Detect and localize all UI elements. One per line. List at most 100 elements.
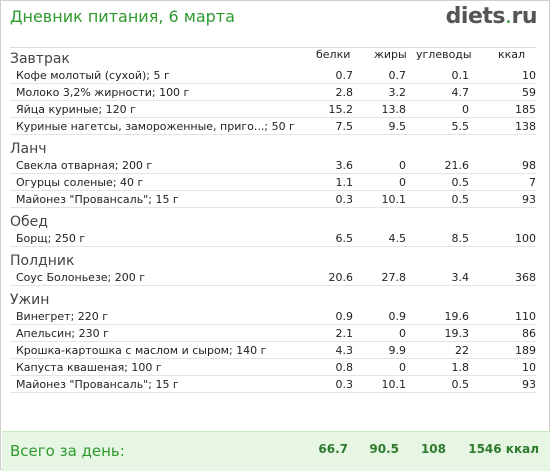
food-protein: 0.3 [303,375,353,393]
food-carbs: 3.4 [406,269,469,286]
diary-table: Завтрак Кофе молотый (сухой); 5 г 0.7 0.7 0.… [10,47,536,393]
food-carbs: 22 [406,341,469,359]
food-kcal: 10 [469,67,536,84]
food-name: Свекла отварная; 200 г [10,157,303,174]
total-label: Всего за день: [10,442,125,460]
meal-name: Обед [10,214,48,230]
food-carbs: 0.5 [406,375,469,393]
food-protein: 0.7 [303,67,353,84]
food-row[interactable]: Молоко 3,2% жирности; 100 г 2.8 3.2 4.7 59 [10,83,536,101]
food-carbs: 8.5 [406,230,469,247]
logo-name: diets [445,4,506,29]
food-protein: 0.9 [303,308,353,325]
meal-name: Завтрак [10,47,536,67]
food-carbs: 0.1 [406,67,469,84]
food-protein: 3.6 [303,157,353,174]
food-name: Соус Болоньезе; 200 г [10,269,303,286]
food-fat: 10.1 [353,375,406,393]
food-name: Огурцы соленые; 40 г [10,173,303,191]
food-name: Молоко 3,2% жирности; 100 г [10,83,303,101]
food-kcal: 10 [469,358,536,376]
food-fat: 0.7 [353,67,406,84]
food-fat: 9.9 [353,341,406,359]
food-fat: 4.5 [353,230,406,247]
meal-name: Ужин [10,292,50,308]
food-fat: 0 [353,157,406,174]
food-row[interactable]: Куриные нагетсы, замороженные, приго...;… [10,117,536,135]
food-protein: 2.8 [303,83,353,101]
food-fat: 3.2 [353,83,406,101]
food-kcal: 93 [469,375,536,393]
food-kcal: 7 [469,173,536,191]
food-kcal: 368 [469,269,536,286]
food-fat: 10.1 [353,190,406,208]
food-name: Винегрет; 220 г [10,308,303,325]
total-carbs: 108 [420,442,446,456]
meal-section-header: Полдник [10,250,536,269]
total-kcal: 1546 ккал [468,442,539,456]
food-protein: 4.3 [303,341,353,359]
food-carbs: 0.5 [406,190,469,208]
food-carbs: 0 [406,100,469,118]
food-fat: 0 [353,324,406,342]
food-fat: 9.5 [353,117,406,135]
food-row[interactable]: Соус Болоньезе; 200 г 20.6 27.8 3.4 368 [10,269,536,286]
food-kcal: 189 [469,341,536,359]
total-protein: 66.7 [318,442,348,456]
meal-section-header: Обед [10,211,536,230]
food-kcal: 185 [469,100,536,118]
food-row[interactable]: Майонез "Провансаль"; 15 г 0.3 10.1 0.5 93 [10,190,536,208]
page-title: Дневник питания, 6 марта [10,7,235,26]
food-carbs: 4.7 [406,83,469,101]
food-row[interactable]: Апельсин; 230 г 2.1 0 19.3 86 [10,324,536,342]
food-fat: 13.8 [353,100,406,118]
food-kcal: 138 [469,117,536,135]
food-kcal: 98 [469,157,536,174]
food-carbs: 0.5 [406,173,469,191]
food-row[interactable]: Огурцы соленые; 40 г 1.1 0 0.5 7 [10,173,536,191]
food-row[interactable]: Майонез "Провансаль"; 15 г 0.3 10.1 0.5 93 [10,375,536,393]
logo-dot: . [504,4,512,29]
food-protein: 0.3 [303,190,353,208]
food-name: Майонез "Провансаль"; 15 г [10,190,303,208]
food-name: Кофе молотый (сухой); 5 г [10,67,303,84]
food-protein: 0.8 [303,358,353,376]
food-row[interactable]: Борщ; 250 г 6.5 4.5 8.5 100 [10,230,536,247]
food-protein: 15.2 [303,100,353,118]
food-fat: 0 [353,358,406,376]
food-fat: 27.8 [353,269,406,286]
food-name: Крошка-картошка с маслом и сыром; 140 г [10,341,303,359]
food-kcal: 110 [469,308,536,325]
food-fat: 0.9 [353,308,406,325]
food-protein: 6.5 [303,230,353,247]
food-name: Борщ; 250 г [10,230,303,247]
food-name: Куриные нагетсы, замороженные, приго...;… [10,117,303,135]
food-protein: 20.6 [303,269,353,286]
food-fat: 0 [353,173,406,191]
food-row[interactable]: Свекла отварная; 200 г 3.6 0 21.6 98 [10,157,536,174]
food-name: Яйца куриные; 120 г [10,100,303,118]
food-protein: 1.1 [303,173,353,191]
total-fat: 90.5 [369,442,399,456]
food-name: Капуста квашеная; 100 г [10,358,303,376]
food-row[interactable]: Винегрет; 220 г 0.9 0.9 19.6 110 [10,308,536,325]
food-name: Майонез "Провансаль"; 15 г [10,375,303,393]
meal-section-header: Ужин [10,289,536,308]
food-kcal: 93 [469,190,536,208]
logo-tld: ru [511,4,537,29]
food-carbs: 5.5 [406,117,469,135]
site-logo[interactable]: diets.ru [445,4,538,29]
food-row[interactable]: Яйца куриные; 120 г 15.2 13.8 0 185 [10,100,536,118]
meal-section-header: Ланч [10,138,536,157]
food-row[interactable]: Кофе молотый (сухой); 5 г 0.7 0.7 0.1 10 [10,67,536,84]
food-carbs: 19.6 [406,308,469,325]
food-kcal: 100 [469,230,536,247]
food-protein: 7.5 [303,117,353,135]
daily-total-bar: Всего за день: 66.7 90.5 108 1546 ккал [2,431,550,471]
food-row[interactable]: Капуста квашеная; 100 г 0.8 0 1.8 10 [10,358,536,376]
meal-section-header: Завтрак [10,47,536,67]
food-kcal: 86 [469,324,536,342]
meal-name: Полдник [10,253,75,269]
